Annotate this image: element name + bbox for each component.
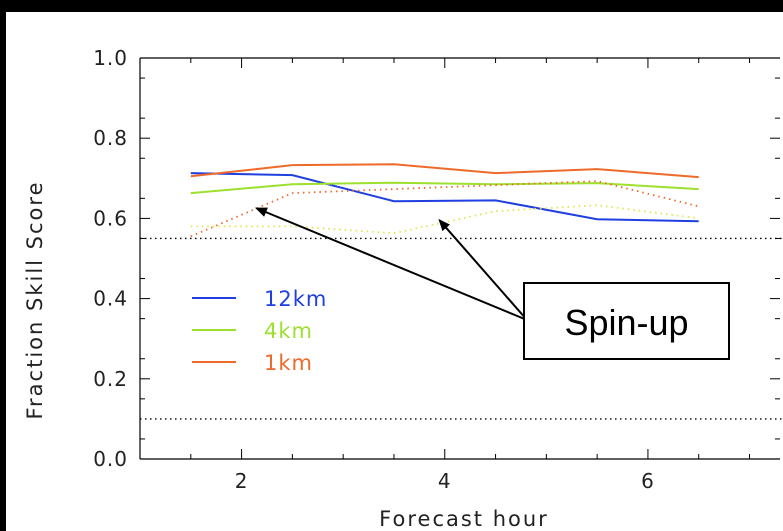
y-tick-label: 0.6 xyxy=(93,206,128,230)
series-line xyxy=(190,181,699,195)
y-tick-label: 0.2 xyxy=(93,367,128,391)
y-tick-label: 1.0 xyxy=(93,46,128,70)
y-tick-label: 0.0 xyxy=(93,447,128,471)
reference-lines xyxy=(140,237,783,420)
series-layer xyxy=(190,163,699,238)
legend-label: 4km xyxy=(264,319,313,343)
legend-label: 1km xyxy=(264,351,313,375)
series-line xyxy=(190,163,699,179)
legend: 12km 4km 1km xyxy=(192,287,327,375)
annotation-arrow xyxy=(254,207,528,321)
annotation-box xyxy=(523,282,730,360)
y-axis-title: Fraction Skill Score xyxy=(23,181,47,420)
x-tick-label: 6 xyxy=(641,469,655,493)
axes-group: 0.0 0.2 0.4 0.6 0.8 1.0 2 4 6 xyxy=(93,46,780,493)
x-tick-label: 4 xyxy=(438,469,452,493)
x-axis-title: Forecast hour xyxy=(379,507,549,531)
spin-up-annotation: Spin-up xyxy=(254,207,730,360)
annotation-label: Spin-up xyxy=(564,302,688,343)
series-line xyxy=(190,172,699,223)
y-tick-label: 0.4 xyxy=(93,287,128,311)
legend-label: 12km xyxy=(264,287,327,311)
x-tick-label: 2 xyxy=(235,469,249,493)
y-tick-label: 0.8 xyxy=(93,126,128,150)
annotation-arrow xyxy=(438,218,528,321)
